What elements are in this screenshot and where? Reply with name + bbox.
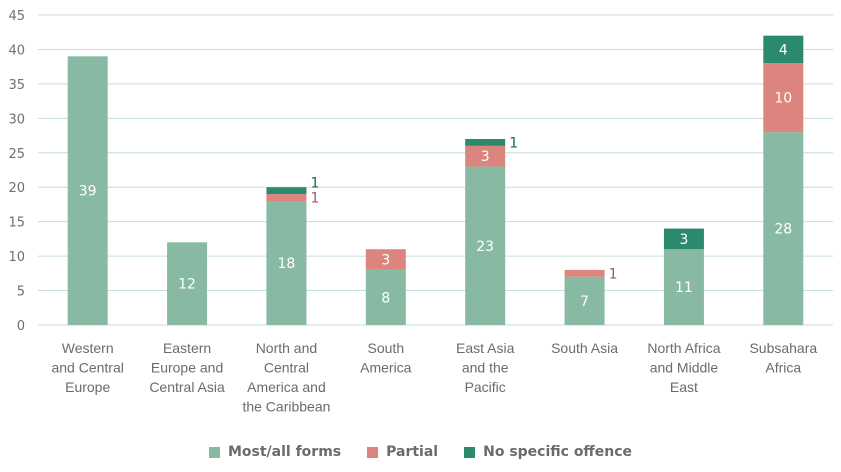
y-tick-label: 10 bbox=[8, 250, 25, 265]
x-tick-label: Eastern bbox=[163, 340, 211, 356]
bar-segment bbox=[266, 187, 307, 195]
x-tick-label: Central bbox=[264, 360, 309, 376]
y-tick-label: 30 bbox=[8, 112, 25, 127]
data-label: 1 bbox=[609, 266, 618, 282]
data-label: 11 bbox=[675, 280, 693, 296]
bar-segment bbox=[465, 166, 506, 325]
data-label: 23 bbox=[476, 239, 494, 255]
bar-segment bbox=[67, 56, 108, 325]
bar-segment bbox=[763, 132, 804, 325]
y-tick-label: 5 bbox=[17, 285, 25, 300]
x-tick-label: Western bbox=[62, 340, 114, 356]
legend: Most/all forms Partial No specific offen… bbox=[0, 444, 841, 460]
y-tick-label: 20 bbox=[8, 181, 25, 196]
y-tick-label: 45 bbox=[8, 9, 25, 24]
data-label: 39 bbox=[79, 184, 97, 200]
x-tick-label: North and bbox=[256, 340, 317, 356]
bar-segment bbox=[663, 249, 704, 325]
bar-segment bbox=[266, 201, 307, 325]
data-label: 10 bbox=[774, 91, 792, 107]
x-tick-label: Africa bbox=[765, 360, 801, 376]
x-tick-label: Europe bbox=[65, 379, 110, 395]
legend-label: Partial bbox=[386, 444, 439, 460]
legend-item-no-specific-offence: No specific offence bbox=[464, 444, 632, 460]
x-tick-label: America and bbox=[247, 379, 326, 395]
x-tick-label: North Africa bbox=[647, 340, 720, 356]
legend-swatch bbox=[208, 446, 220, 458]
bar-segment bbox=[564, 276, 605, 325]
y-tick-label: 40 bbox=[8, 43, 25, 58]
bar-segment bbox=[167, 242, 208, 325]
x-tick-label: the Caribbean bbox=[242, 399, 330, 415]
data-label: 3 bbox=[481, 149, 490, 165]
x-tick-label: and Middle bbox=[650, 360, 719, 376]
bar-segment bbox=[266, 194, 307, 201]
bar-segment bbox=[465, 145, 506, 167]
bar-segment bbox=[763, 35, 804, 64]
data-label: 1 bbox=[310, 176, 319, 192]
x-tick-label: South Asia bbox=[551, 340, 618, 356]
data-label: 3 bbox=[679, 232, 688, 248]
stacked-bar-chart: 0 5 10 15 20 25 30 35 40 45 39 Western and Central Eu… bbox=[8, 9, 833, 415]
x-tick-label: Subsahara bbox=[749, 340, 817, 356]
legend-label: Most/all forms bbox=[227, 444, 342, 460]
data-label: 12 bbox=[178, 277, 196, 293]
bar-segment bbox=[365, 249, 406, 270]
data-label: 18 bbox=[278, 256, 296, 272]
bar-segment bbox=[564, 269, 605, 277]
data-label: 1 bbox=[310, 191, 319, 207]
bar-segment bbox=[465, 139, 506, 146]
y-tick-label: 0 bbox=[17, 319, 25, 334]
data-label: 28 bbox=[774, 222, 792, 238]
y-tick-label: 25 bbox=[8, 147, 25, 162]
x-tick-label: America bbox=[360, 360, 412, 376]
data-label: 7 bbox=[580, 294, 589, 310]
x-tick-label: and Central bbox=[51, 360, 123, 376]
bar-segment bbox=[763, 63, 804, 133]
legend-item-most-all-forms: Most/all forms bbox=[208, 444, 342, 460]
x-tick-label: and the bbox=[462, 360, 509, 376]
y-tick-label: 35 bbox=[8, 78, 25, 93]
data-label: 3 bbox=[381, 253, 390, 269]
bar-segment bbox=[365, 269, 406, 325]
x-tick-label: Europe and bbox=[151, 360, 223, 376]
data-label: 1 bbox=[509, 135, 518, 151]
data-label: 8 bbox=[381, 290, 390, 306]
data-label: 4 bbox=[779, 42, 788, 58]
x-tick-label: East Asia bbox=[456, 340, 515, 356]
y-tick-label: 15 bbox=[8, 216, 25, 231]
x-tick-label: South bbox=[368, 340, 405, 356]
x-tick-label: East bbox=[670, 379, 698, 395]
bar-segment bbox=[663, 228, 704, 250]
legend-label: No specific offence bbox=[483, 444, 633, 460]
x-tick-label: Pacific bbox=[465, 379, 506, 395]
x-tick-label: Central Asia bbox=[149, 379, 225, 395]
legend-swatch bbox=[464, 446, 476, 458]
legend-swatch bbox=[367, 446, 379, 458]
legend-item-partial: Partial bbox=[367, 444, 438, 460]
